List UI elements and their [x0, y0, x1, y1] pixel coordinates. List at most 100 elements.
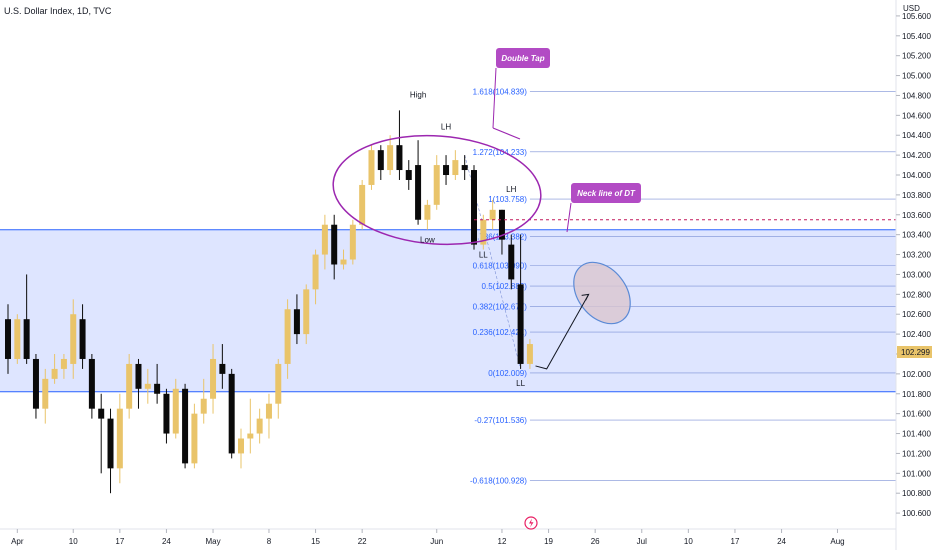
candle-body: [42, 378, 49, 409]
candle-body: [23, 319, 30, 359]
time-axis[interactable]: Apr 10 17 24 May 8 15 22 Jun 12 19 26 Jul 10 17 24 Aug: [11, 529, 845, 546]
price-tick-label: 104.800: [902, 91, 931, 100]
time-tick-label: 10: [684, 537, 693, 546]
candle-body: [247, 433, 254, 439]
double-top-ellipse[interactable]: [329, 129, 544, 251]
price-tick-label: 103.200: [902, 251, 931, 260]
time-tick-label: 17: [115, 537, 124, 546]
fib-label: 1.272(104.233): [473, 148, 528, 157]
candle-body: [256, 418, 263, 434]
candle-body: [98, 408, 105, 419]
time-tick-label: Jun: [430, 537, 443, 546]
candle-body: [424, 204, 431, 220]
price-tick-label: 101.200: [902, 449, 931, 458]
projection-arrow-head: [581, 293, 590, 301]
time-tick-label: 26: [591, 537, 600, 546]
candle-body: [508, 244, 515, 280]
target-ellipse[interactable]: [562, 251, 642, 334]
candle-body: [163, 393, 170, 434]
candle-body: [461, 165, 468, 171]
price-tick-label: 101.400: [902, 430, 931, 439]
candle-body: [359, 184, 366, 225]
time-tick-label: Apr: [11, 537, 24, 546]
price-tick-label: 103.800: [902, 191, 931, 200]
candle-body: [154, 383, 161, 394]
fib-label: -0.27(101.536): [474, 416, 527, 425]
candle-body: [14, 319, 21, 359]
fib-label: 0.618(103.090): [473, 261, 528, 270]
projection-path[interactable]: [535, 294, 590, 370]
price-tick-label: 104.400: [902, 131, 931, 140]
time-tick-label: Jul: [637, 537, 647, 546]
double-top-callout-text: Double Tap: [501, 54, 544, 63]
price-tick-label: 103.600: [902, 211, 931, 220]
double-top-callout[interactable]: Double Tap: [492, 48, 550, 129]
candle-body: [107, 418, 114, 469]
time-tick-label: 24: [777, 537, 786, 546]
fib-label: -0.618(100.928): [470, 476, 527, 485]
fib-label: 1(103.758): [488, 195, 527, 204]
double-top-tick: [492, 127, 521, 140]
zone-box: [0, 229, 896, 392]
candle-body: [79, 319, 86, 359]
candle-body: [377, 150, 384, 171]
candle-body: [51, 368, 58, 379]
time-tick-label: 19: [544, 537, 553, 546]
neckline-callout-text: Neck line of DT: [577, 189, 636, 198]
candle-body: [349, 224, 356, 260]
candle-body: [284, 309, 291, 364]
candle-body: [433, 165, 440, 205]
price-tick-label: 102.000: [902, 370, 931, 379]
candle-body: [396, 145, 403, 171]
price-tick-label: 103.400: [902, 231, 931, 240]
candle-body: [126, 363, 133, 409]
candle-body: [517, 284, 524, 364]
candle-body: [480, 219, 487, 245]
price-tick-label: 105.200: [902, 52, 931, 61]
time-tick-label: 10: [69, 537, 78, 546]
fib-label: 1.618(104.839): [473, 88, 528, 97]
candle-body: [135, 363, 142, 389]
candle-body: [144, 383, 151, 389]
time-tick-label: 15: [311, 537, 320, 546]
price-tick-label: 101.800: [902, 390, 931, 399]
candle-body: [405, 170, 412, 180]
alert-icon[interactable]: [524, 516, 538, 530]
candle-body: [210, 358, 217, 399]
time-tick-label: 22: [358, 537, 367, 546]
chart-title: U.S. Dollar Index, 1D, TVC: [4, 6, 112, 16]
candle-body: [452, 160, 459, 176]
candle-body: [60, 358, 67, 369]
candle-body: [182, 388, 189, 464]
neckline-callout[interactable]: Neck line of DT: [566, 183, 641, 233]
neckline-callout-pointer: [566, 202, 572, 233]
candle-body: [5, 319, 11, 359]
candle-body: [471, 170, 477, 245]
fib-label: 0.5(102.883): [482, 282, 528, 291]
price-tick-label: 105.400: [902, 32, 931, 41]
fib-label: 0.382(102.677): [473, 303, 528, 312]
candle-body: [331, 224, 338, 265]
double-top-callout-box: [496, 48, 550, 68]
price-tick-label: 105.600: [902, 12, 931, 21]
candle-body: [340, 259, 347, 265]
candle-body: [303, 289, 310, 335]
fib-label: 0(102.009): [488, 369, 527, 378]
candle-body: [498, 209, 505, 240]
neckline-callout-box: [571, 183, 641, 203]
candle-body: [443, 165, 450, 176]
price-tick-label: 102.400: [902, 330, 931, 339]
candle-body: [172, 388, 179, 434]
drawings[interactable]: Double Tap Neck line of DT: [329, 48, 896, 370]
time-tick-label: 8: [267, 537, 272, 546]
candle-body: [265, 403, 272, 419]
candle-body: [238, 438, 244, 454]
time-tick-label: 17: [731, 537, 740, 546]
candle-body: [191, 413, 198, 464]
pivot-label: LH: [441, 122, 451, 131]
candle-body: [275, 363, 282, 404]
candle-body: [368, 150, 375, 185]
time-tick-label: May: [205, 537, 220, 546]
candle-body: [293, 309, 300, 335]
